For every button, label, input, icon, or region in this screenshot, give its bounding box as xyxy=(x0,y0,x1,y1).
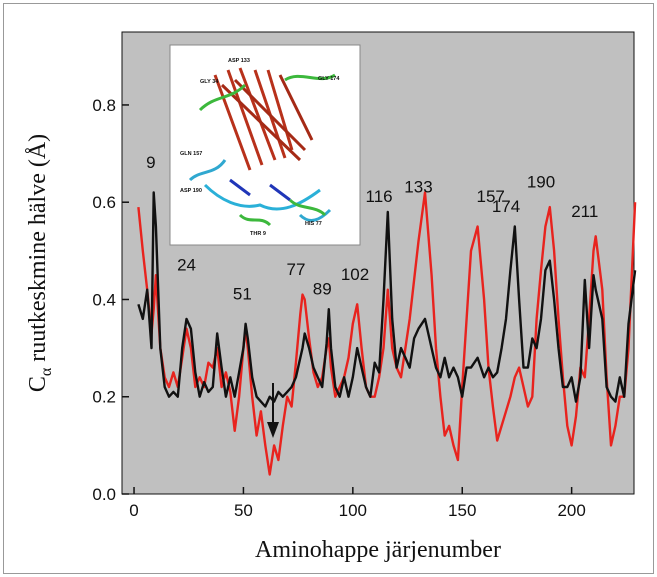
x-tick-label: 200 xyxy=(557,501,585,520)
inset-label: GLY 174 xyxy=(318,76,340,82)
y-tick-label: 0.4 xyxy=(92,290,116,309)
x-tick-label: 0 xyxy=(129,501,138,520)
series-line xyxy=(137,191,637,408)
y-tick-label: 0.2 xyxy=(92,388,116,407)
inset: ASP 133 GLY 34 GLY 174 GLN 157 ASP 190 HIS 77… xyxy=(169,44,361,246)
x-tick-label: 150 xyxy=(448,501,476,520)
y-axis-label: Cα ruutkeskmine hälve (Å) xyxy=(25,134,55,392)
svg-text:Cα ruutkeskmine hälve (Å): Cα ruutkeskmine hälve (Å) xyxy=(25,134,55,392)
inset-label: THR 9 xyxy=(250,231,266,237)
inset-label: GLN 157 xyxy=(180,151,202,157)
peak-label: 133 xyxy=(404,177,432,196)
peak-label: 9 xyxy=(146,153,155,172)
arrow xyxy=(267,383,279,438)
y-label-subscript: α xyxy=(38,367,55,376)
peak-label: 102 xyxy=(341,265,369,284)
x-tick-label: 50 xyxy=(234,501,253,520)
peak-label: 157 xyxy=(476,187,504,206)
series-line xyxy=(137,191,637,476)
peak-label: 24 xyxy=(177,255,196,274)
peak-label: 51 xyxy=(233,284,252,303)
y-label-rest: ruutkeskmine hälve (Å) xyxy=(25,134,51,368)
x-axis-label: Aminohappe järjenumber xyxy=(255,537,501,563)
peak-label: 77 xyxy=(286,260,305,279)
y-label-main: C xyxy=(25,376,51,392)
peak-label: 174 xyxy=(492,197,520,216)
inset-label: GLY 34 xyxy=(200,79,219,85)
inset-label: ASP 133 xyxy=(228,58,250,64)
x-tick-label: 100 xyxy=(339,501,367,520)
y-tick-label: 0.6 xyxy=(92,193,116,212)
peak-label: 116 xyxy=(366,187,393,206)
y-tick-label: 0.8 xyxy=(92,96,116,115)
inset-label: ASP 190 xyxy=(180,188,202,194)
inset-label: HIS 77 xyxy=(305,221,322,227)
peak-label: 89 xyxy=(313,280,332,299)
peak-label: 190 xyxy=(527,173,555,192)
peak-label: 211 xyxy=(571,202,598,221)
y-tick-label: 0.0 xyxy=(92,485,116,504)
